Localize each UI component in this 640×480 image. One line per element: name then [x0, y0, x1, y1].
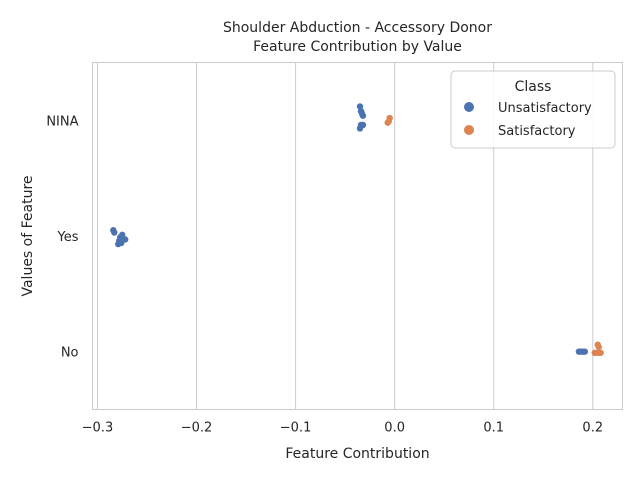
data-points — [110, 103, 604, 357]
data-point-unsatisfactory — [359, 112, 367, 119]
y-tick-label: NINA — [46, 114, 78, 129]
data-point-unsatisfactory — [115, 240, 122, 248]
x-tick-labels: −0.3 −0.2 −0.1 0.0 0.1 0.2 — [82, 421, 603, 436]
x-tick-label: 0.1 — [483, 421, 504, 436]
y-tick-label: No — [61, 346, 79, 361]
x-tick-label: 0.0 — [384, 421, 405, 436]
legend-marker-unsatisfactory — [464, 102, 474, 112]
data-point-satisfactory — [384, 119, 391, 126]
y-tick-label: Yes — [57, 230, 79, 245]
data-point-satisfactory — [597, 349, 604, 357]
legend-label-unsatisfactory: Unsatisfactory — [498, 101, 592, 116]
y-axis-label: Values of Feature — [20, 175, 36, 296]
data-point-unsatisfactory — [581, 348, 589, 355]
legend-marker-satisfactory — [464, 125, 474, 135]
x-tick-label: −0.3 — [82, 421, 114, 436]
legend: Class Unsatisfactory Satisfactory — [450, 70, 616, 149]
y-tick-labels: NINA Yes No — [46, 114, 78, 360]
x-axis-label: Feature Contribution — [285, 446, 429, 462]
data-point-satisfactory — [595, 343, 602, 351]
chart-title: Shoulder Abduction - Accessory Donor — [223, 20, 492, 36]
legend-label-satisfactory: Satisfactory — [498, 124, 576, 139]
x-tick-label: −0.1 — [280, 421, 312, 436]
legend-title: Class — [515, 79, 552, 95]
chart-subtitle: Feature Contribution by Value — [253, 39, 462, 55]
x-tick-label: −0.2 — [181, 421, 213, 436]
data-point-unsatisfactory — [356, 125, 364, 132]
plot-frame — [92, 62, 623, 410]
x-tick-label: 0.2 — [582, 421, 603, 436]
data-point-unsatisfactory — [111, 229, 118, 236]
legend-box — [450, 70, 616, 149]
